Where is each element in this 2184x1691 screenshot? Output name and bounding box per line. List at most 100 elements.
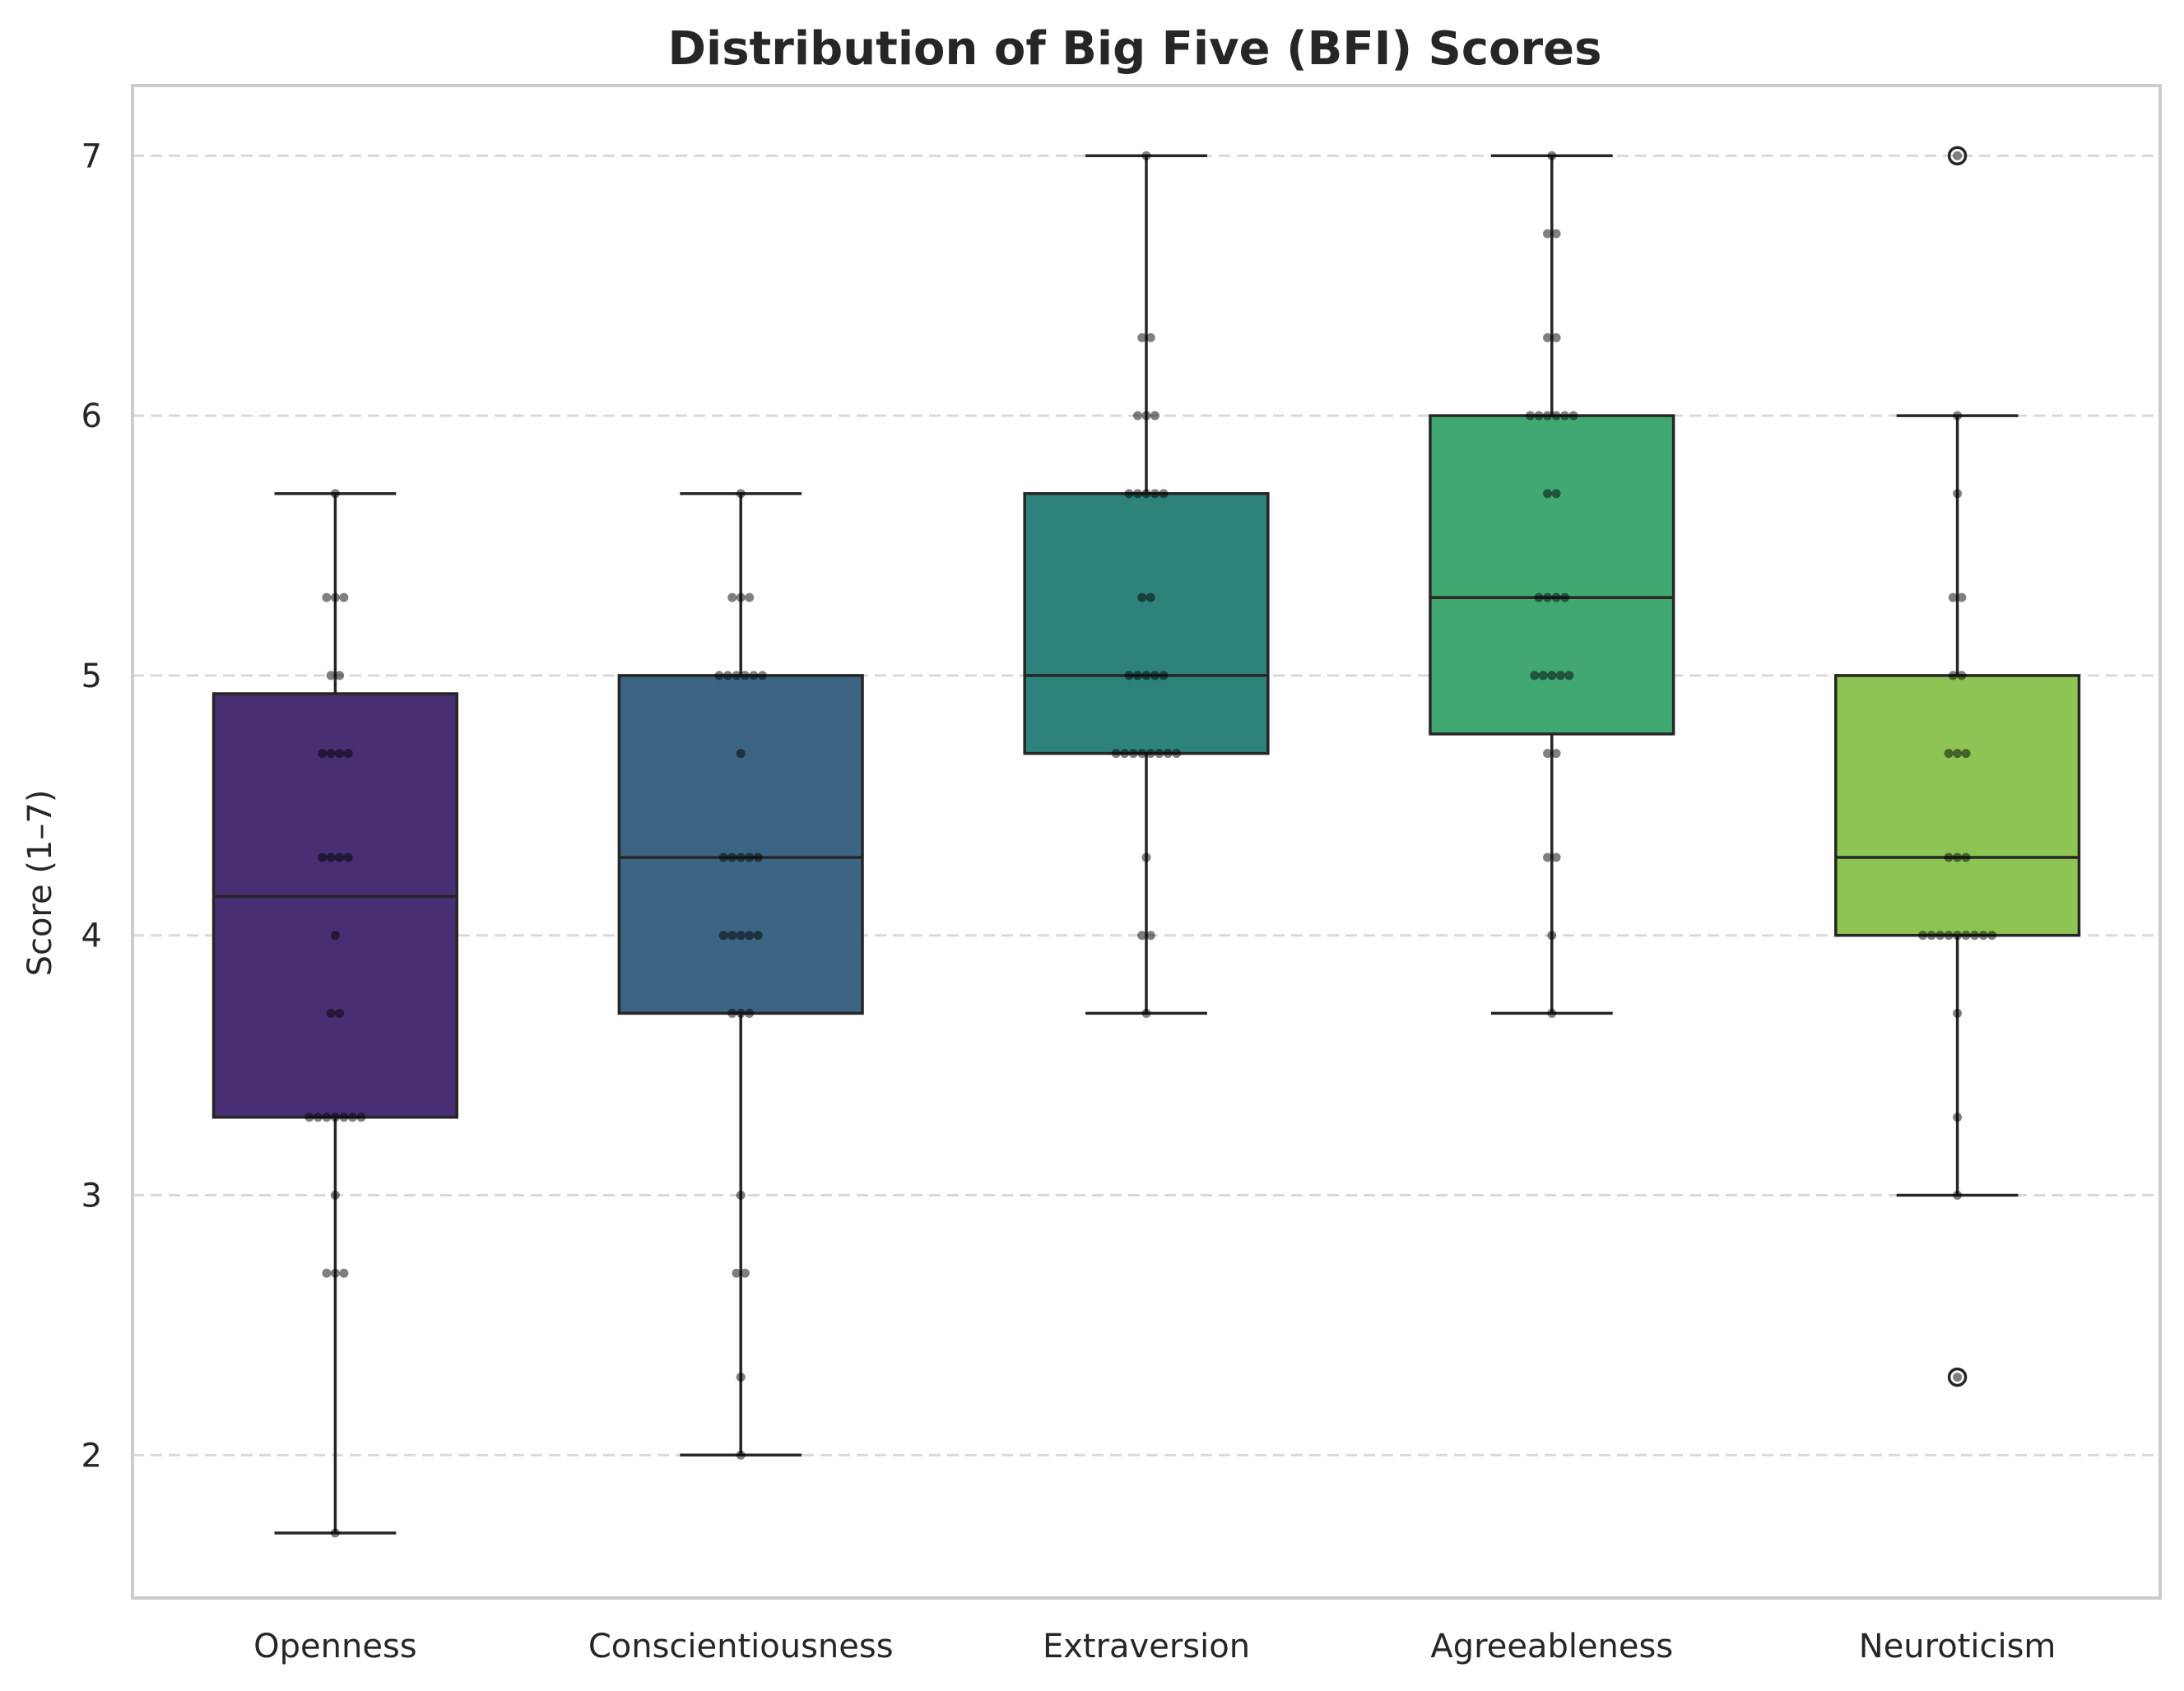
data-point <box>1141 411 1151 420</box>
data-point <box>1133 411 1142 420</box>
data-point <box>343 749 353 759</box>
data-point <box>1944 749 1954 759</box>
y-tick-label: 5 <box>81 657 102 695</box>
box-body <box>617 674 864 1015</box>
data-point <box>1551 411 1561 420</box>
data-point <box>736 489 746 499</box>
box-extraversion <box>1023 154 1270 1015</box>
data-point <box>1530 671 1540 681</box>
data-point <box>339 592 349 602</box>
data-point <box>1124 489 1134 499</box>
box-neuroticism <box>1834 146 2081 1387</box>
data-point <box>1551 489 1561 499</box>
data-point <box>1543 489 1553 499</box>
data-point <box>1953 411 1963 420</box>
data-point <box>1111 749 1121 759</box>
data-point <box>753 931 763 941</box>
box-body <box>1834 674 2081 937</box>
swarm-points <box>304 151 1997 1538</box>
data-point <box>1172 749 1182 759</box>
data-point <box>1150 411 1159 420</box>
data-point <box>326 671 336 681</box>
data-point <box>1555 671 1565 681</box>
data-point <box>1551 852 1561 862</box>
data-point <box>335 1008 345 1018</box>
data-point <box>1150 489 1159 499</box>
data-point <box>745 931 755 941</box>
data-point <box>1137 931 1147 941</box>
data-point <box>1953 931 1963 941</box>
data-point <box>330 931 340 941</box>
data-point <box>339 1113 349 1122</box>
data-point <box>1543 332 1553 342</box>
data-point <box>1141 151 1151 160</box>
data-point <box>326 1008 336 1018</box>
data-point <box>1987 931 1997 941</box>
data-point <box>1155 749 1164 759</box>
data-point <box>1137 749 1147 759</box>
data-point <box>1141 671 1151 681</box>
data-point <box>736 592 746 602</box>
data-point <box>1564 671 1574 681</box>
data-point <box>1133 489 1142 499</box>
data-point <box>335 852 345 862</box>
data-point <box>1560 411 1570 420</box>
x-tick-label: Neuroticism <box>1859 1628 2056 1665</box>
chart-title: Distribution of Big Five (BFI) Scores <box>668 22 1602 76</box>
data-point <box>1551 749 1561 759</box>
data-point <box>1526 411 1536 420</box>
data-point <box>1953 1373 1963 1382</box>
data-point <box>727 852 737 862</box>
data-point <box>745 852 755 862</box>
data-point <box>1948 592 1958 602</box>
data-point <box>740 1268 750 1278</box>
data-point <box>745 1008 755 1018</box>
data-point <box>732 671 741 681</box>
data-point <box>1141 852 1151 862</box>
data-point <box>1568 411 1578 420</box>
box-body <box>1429 414 1675 736</box>
data-point <box>1961 852 1971 862</box>
data-point <box>736 852 746 862</box>
data-point <box>1547 1008 1557 1018</box>
data-point <box>1534 411 1544 420</box>
data-point <box>330 592 340 602</box>
data-point <box>736 749 746 759</box>
data-point <box>1957 671 1967 681</box>
data-point <box>1953 852 1963 862</box>
data-point <box>1163 749 1173 759</box>
data-point <box>1534 592 1544 602</box>
data-point <box>330 1528 340 1538</box>
data-point <box>322 1268 332 1278</box>
data-point <box>330 1113 340 1122</box>
data-point <box>1547 151 1557 160</box>
data-point <box>736 1450 746 1460</box>
y-tick-label: 3 <box>81 1177 102 1215</box>
data-point <box>318 749 328 759</box>
data-point <box>736 1008 746 1018</box>
data-point <box>1953 1113 1963 1122</box>
y-axis-label: Score (1–7) <box>21 790 59 977</box>
data-point <box>1547 671 1557 681</box>
data-point <box>1159 671 1169 681</box>
data-point <box>723 671 732 681</box>
data-point <box>1560 592 1570 602</box>
data-point <box>736 1373 746 1382</box>
data-point <box>1145 931 1155 941</box>
data-point <box>1120 749 1130 759</box>
data-point <box>1551 592 1561 602</box>
data-point <box>727 931 737 941</box>
y-tick-label: 6 <box>81 397 102 435</box>
data-point <box>1145 749 1155 759</box>
data-point <box>1137 592 1147 602</box>
data-point <box>745 592 755 602</box>
data-point <box>1961 749 1971 759</box>
data-point <box>335 671 345 681</box>
data-point <box>1543 411 1553 420</box>
data-point <box>1944 852 1954 862</box>
data-point <box>1961 931 1971 941</box>
data-point <box>1543 592 1553 602</box>
data-point <box>1953 151 1963 160</box>
box-agreeableness <box>1429 154 1675 1015</box>
